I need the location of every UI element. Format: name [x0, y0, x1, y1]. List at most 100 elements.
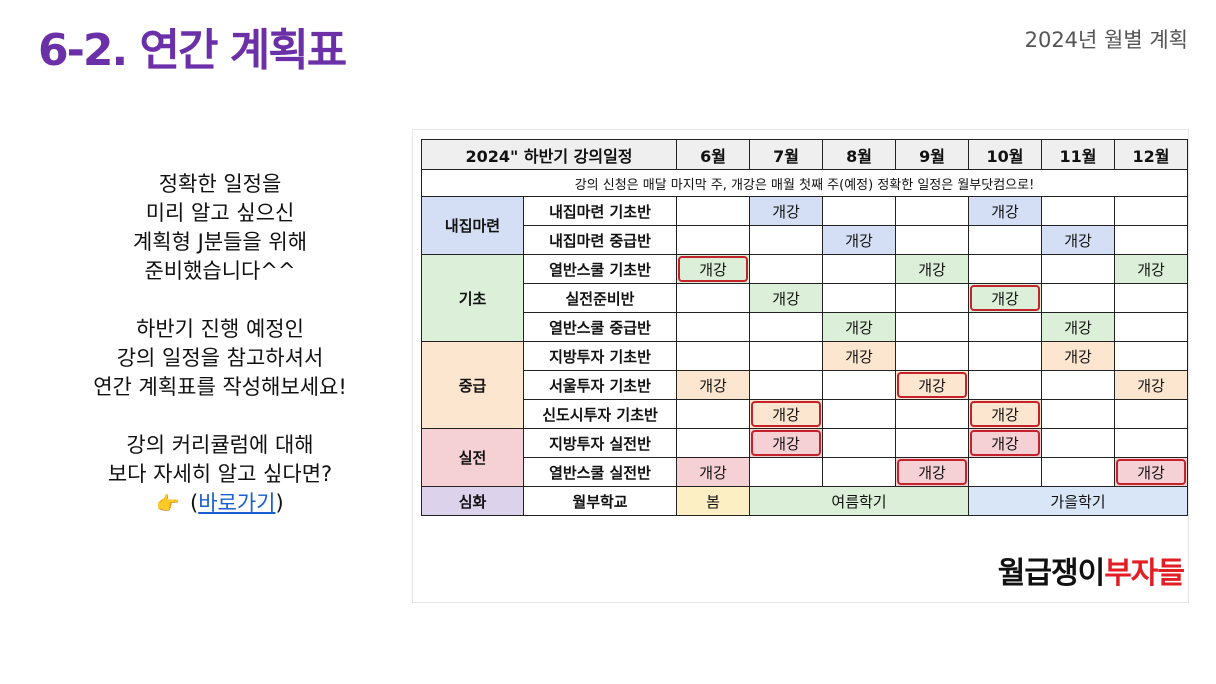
schedule-cell	[1041, 283, 1115, 313]
schedule-cell	[676, 225, 750, 255]
schedule-cell	[1041, 457, 1115, 487]
schedule-header-row: 2024" 하반기 강의일정 6월 7월 8월 9월 10월 11월 12월	[421, 139, 1188, 170]
schedule-cell	[968, 370, 1042, 400]
open-cell: 개강	[1041, 341, 1115, 371]
category-cell-home: 내집마련	[421, 196, 524, 255]
open-cell: 개강	[822, 341, 896, 371]
month-header: 7월	[749, 139, 823, 170]
schedule-cell	[676, 196, 750, 226]
open-cell: 개강	[1041, 225, 1115, 255]
open-cell: 개강	[1114, 254, 1188, 284]
course-name: 열반스쿨 실전반	[523, 457, 677, 487]
month-header: 9월	[895, 139, 969, 170]
course-name: 신도시투자 기초반	[523, 399, 677, 429]
intro-line: 보다 자세히 알고 싶다면?	[107, 462, 333, 486]
open-cell: 개강	[1041, 312, 1115, 342]
schedule-cell	[1114, 196, 1188, 226]
schedule-title-cell: 2024" 하반기 강의일정	[421, 139, 677, 170]
table-row: 열반스쿨 중급반 개강 개강	[422, 312, 1188, 342]
curriculum-link[interactable]: 바로가기	[198, 491, 276, 515]
intro-paragraph-1: 정확한 일정을 미리 알고 싶으신 계획형 J분들을 위해 준비했습니다^^	[60, 170, 380, 286]
category-cell-basic: 기초	[421, 254, 524, 342]
intro-text: 정확한 일정을 미리 알고 싶으신 계획형 J분들을 위해 준비했습니다^^ 하…	[60, 170, 380, 519]
schedule-cell	[895, 225, 969, 255]
link-close-paren: )	[275, 491, 284, 515]
schedule-cell	[1114, 399, 1188, 429]
course-name: 열반스쿨 기초반	[523, 254, 677, 284]
schedule-cell	[1114, 225, 1188, 255]
month-header: 12월	[1114, 139, 1188, 170]
category-cell-real: 실전	[421, 428, 524, 487]
schedule-cell	[822, 254, 896, 284]
table-row: 내집마련 중급반 개강 개강	[422, 225, 1188, 255]
schedule-cell	[749, 370, 823, 400]
schedule-cell	[676, 283, 750, 313]
open-cell: 개강	[676, 457, 750, 487]
schedule-image-card: 2024" 하반기 강의일정 6월 7월 8월 9월 10월 11월 12월 강…	[412, 129, 1189, 603]
open-cell-highlighted: 개강	[1114, 457, 1188, 487]
schedule-cell	[822, 399, 896, 429]
schedule-cell	[968, 312, 1042, 342]
brand-part-1: 월급쟁이	[997, 556, 1105, 591]
intro-line: 준비했습니다^^	[144, 259, 296, 283]
intro-line: 계획형 J분들을 위해	[132, 230, 308, 254]
intro-paragraph-3: 강의 커리큘럼에 대해 보다 자세히 알고 싶다면? 👉 (바로가기)	[60, 431, 380, 519]
intro-paragraph-2: 하반기 진행 예정인 강의 일정을 참고하셔서 연간 계획표를 작성해보세요!	[60, 315, 380, 402]
schedule-cell	[822, 457, 896, 487]
schedule-cell	[1041, 196, 1115, 226]
open-cell: 개강	[1114, 370, 1188, 400]
schedule-cell	[749, 312, 823, 342]
intro-line: 강의 커리큘럼에 대해	[126, 433, 314, 457]
table-row: 중급 지방투자 기초반 개강 개강	[421, 341, 1188, 429]
schedule-cell	[676, 399, 750, 429]
pointing-hand-icon: 👉	[156, 493, 180, 515]
schedule-note: 강의 신청은 매달 마지막 주, 개강은 매월 첫째 주(예정) 정확한 일정은…	[421, 169, 1188, 197]
schedule-cell	[1041, 428, 1115, 458]
page-subtitle: 2024년 월별 계획	[1024, 28, 1188, 52]
table-row: 기초 열반스쿨 기초반 개강 개강 개강	[421, 254, 1188, 342]
open-cell: 개강	[822, 312, 896, 342]
open-cell-highlighted: 개강	[968, 399, 1042, 429]
brand-logo: 월급쟁이부자들	[997, 548, 1185, 592]
open-cell-highlighted: 개강	[895, 457, 969, 487]
schedule-note-row: 강의 신청은 매달 마지막 주, 개강은 매월 첫째 주(예정) 정확한 일정은…	[421, 169, 1188, 197]
open-cell-highlighted: 개강	[895, 370, 969, 400]
schedule-cell	[822, 283, 896, 313]
intro-line: 강의 일정을 참고하셔서	[116, 346, 324, 370]
schedule-cell	[1041, 254, 1115, 284]
intro-line: 정확한 일정을	[158, 172, 282, 196]
open-cell-highlighted: 개강	[749, 428, 823, 458]
table-row: 서울투자 기초반 개강 개강 개강	[422, 370, 1188, 400]
open-cell: 개강	[749, 196, 823, 226]
course-name: 지방투자 실전반	[523, 428, 677, 458]
term-summer: 여름학기	[749, 486, 969, 516]
schedule-cell	[676, 428, 750, 458]
schedule-cell	[968, 341, 1042, 371]
month-header: 8월	[822, 139, 896, 170]
schedule-cell	[822, 370, 896, 400]
schedule-cell	[749, 341, 823, 371]
open-cell: 개강	[895, 254, 969, 284]
course-name: 월부학교	[523, 486, 677, 516]
schedule-cell	[676, 341, 750, 371]
table-row: 실전 지방투자 실전반 개강 개강	[421, 428, 1188, 487]
schedule-cell	[1114, 283, 1188, 313]
month-header: 11월	[1041, 139, 1115, 170]
brand-part-2: 부자들	[1104, 556, 1185, 591]
table-row: 실전준비반 개강 개강	[422, 283, 1188, 313]
intro-line: 미리 알고 싶으신	[145, 201, 295, 225]
schedule-cell	[1041, 399, 1115, 429]
open-cell-highlighted: 개강	[676, 254, 750, 284]
open-cell: 개강	[822, 225, 896, 255]
open-cell-highlighted: 개강	[968, 428, 1042, 458]
category-cell-deep: 심화	[421, 486, 524, 516]
month-header: 6월	[676, 139, 750, 170]
schedule-table: 2024" 하반기 강의일정 6월 7월 8월 9월 10월 11월 12월 강…	[421, 139, 1188, 516]
course-name: 내집마련 기초반	[523, 196, 677, 226]
course-name: 열반스쿨 중급반	[523, 312, 677, 342]
schedule-cell	[822, 196, 896, 226]
schedule-cell	[895, 399, 969, 429]
schedule-cell	[822, 428, 896, 458]
schedule-cell	[1114, 341, 1188, 371]
intro-line: 하반기 진행 예정인	[136, 317, 304, 341]
